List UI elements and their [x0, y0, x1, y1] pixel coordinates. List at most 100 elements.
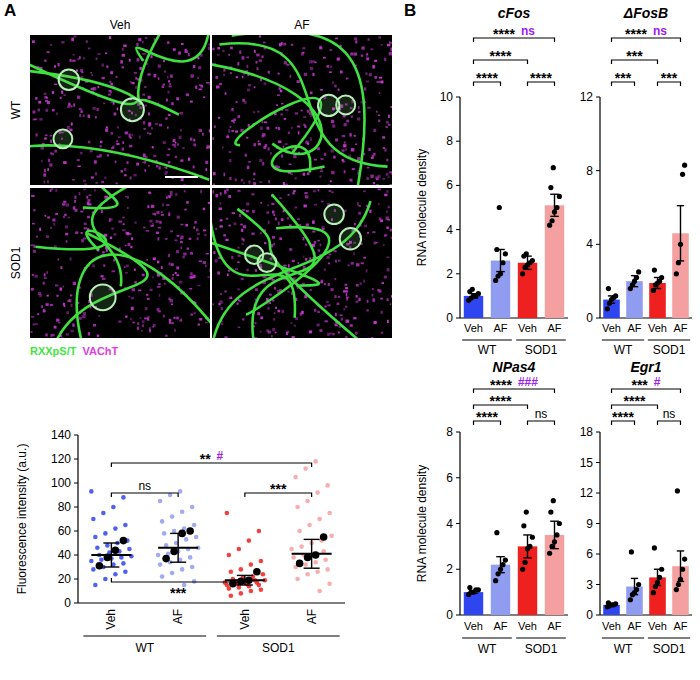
vacht-puncta — [95, 116, 97, 118]
vacht-puncta — [158, 227, 161, 229]
vacht-puncta — [202, 133, 204, 136]
vacht-puncta — [384, 276, 387, 279]
vacht-puncta — [381, 311, 383, 314]
vacht-puncta — [223, 68, 225, 71]
vacht-puncta — [387, 320, 389, 323]
vacht-puncta — [235, 131, 238, 133]
vacht-puncta — [188, 53, 190, 56]
vacht-puncta — [44, 277, 47, 279]
vacht-puncta — [217, 54, 220, 56]
y-tick-label: 12 — [580, 90, 594, 104]
data-point — [549, 544, 554, 549]
vacht-puncta — [149, 133, 151, 135]
data-point — [634, 275, 639, 280]
cell-point — [259, 559, 264, 564]
significance-label: **** — [493, 26, 515, 42]
vacht-puncta — [268, 180, 270, 183]
vacht-puncta — [351, 262, 354, 265]
vacht-puncta — [186, 93, 189, 96]
y-tick — [596, 318, 600, 319]
vacht-puncta — [371, 157, 374, 159]
bar — [649, 577, 666, 615]
vacht-puncta — [97, 86, 99, 88]
vacht-puncta — [38, 109, 41, 112]
cell-point — [313, 560, 318, 565]
data-point — [503, 251, 508, 256]
vacht-puncta — [387, 298, 389, 301]
vacht-puncta — [335, 139, 338, 142]
vacht-puncta — [73, 54, 75, 56]
vacht-puncta — [194, 221, 196, 224]
vacht-puncta — [117, 126, 119, 128]
vacht-puncta — [83, 312, 86, 315]
vacht-puncta — [213, 251, 215, 254]
vacht-puncta — [87, 202, 89, 206]
vacht-puncta — [81, 239, 84, 242]
vacht-puncta — [338, 331, 340, 333]
vacht-puncta — [389, 184, 391, 185]
vacht-puncta — [321, 226, 324, 229]
cell-point — [188, 555, 193, 560]
vacht-puncta — [137, 322, 139, 325]
vacht-puncta — [165, 238, 167, 240]
rxxps-fiber — [212, 64, 322, 154]
vacht-puncta — [279, 237, 282, 240]
data-point — [470, 287, 475, 292]
vacht-puncta — [143, 128, 146, 130]
plot-area — [89, 459, 334, 598]
vacht-puncta — [127, 207, 129, 209]
vacht-puncta — [69, 299, 71, 302]
vacht-puncta — [174, 240, 177, 242]
vacht-puncta — [153, 155, 156, 157]
vacht-puncta — [223, 74, 225, 76]
cell-point — [91, 517, 96, 522]
vacht-puncta — [334, 250, 337, 252]
vacht-puncta — [117, 108, 119, 111]
vacht-puncta — [173, 139, 176, 142]
cell-point — [93, 535, 98, 540]
vacht-puncta — [356, 301, 359, 303]
vacht-puncta — [123, 217, 125, 219]
y-tick — [74, 603, 78, 604]
vacht-puncta — [287, 291, 289, 293]
data-point — [554, 205, 559, 210]
vacht-puncta — [346, 320, 350, 323]
vacht-puncta — [382, 136, 385, 139]
vacht-puncta — [60, 97, 62, 99]
vacht-puncta — [71, 330, 74, 333]
motor-neuron-terminal — [54, 130, 73, 149]
vacht-puncta — [148, 165, 150, 167]
vacht-puncta — [176, 274, 179, 276]
vacht-puncta — [171, 102, 173, 105]
vacht-puncta — [172, 274, 174, 276]
vacht-puncta — [218, 117, 220, 119]
vacht-puncta — [111, 147, 114, 149]
vacht-puncta — [101, 181, 104, 183]
vacht-puncta — [122, 229, 126, 231]
vacht-puncta — [209, 129, 210, 132]
cell-point — [158, 499, 163, 504]
vacht-puncta — [148, 205, 150, 208]
vacht-puncta — [357, 117, 360, 120]
vacht-puncta — [266, 329, 268, 332]
cell-point — [225, 511, 230, 516]
vacht-puncta — [292, 192, 295, 194]
vacht-puncta — [54, 84, 57, 86]
y-tick — [456, 141, 460, 142]
y-tick — [456, 615, 460, 616]
group-line — [516, 637, 566, 638]
vacht-puncta — [320, 89, 323, 91]
vacht-puncta — [297, 80, 300, 83]
vacht-puncta — [229, 297, 232, 299]
data-point — [652, 545, 657, 550]
vacht-puncta — [128, 243, 131, 246]
vacht-puncta — [335, 38, 338, 40]
y-tick-label: 8 — [446, 134, 453, 148]
vacht-puncta — [345, 148, 347, 150]
cell-point — [291, 555, 296, 560]
vacht-puncta — [44, 93, 47, 96]
vacht-puncta — [305, 141, 308, 144]
category-label: AF — [627, 322, 641, 334]
data-point — [675, 488, 680, 493]
vacht-puncta — [191, 74, 194, 77]
